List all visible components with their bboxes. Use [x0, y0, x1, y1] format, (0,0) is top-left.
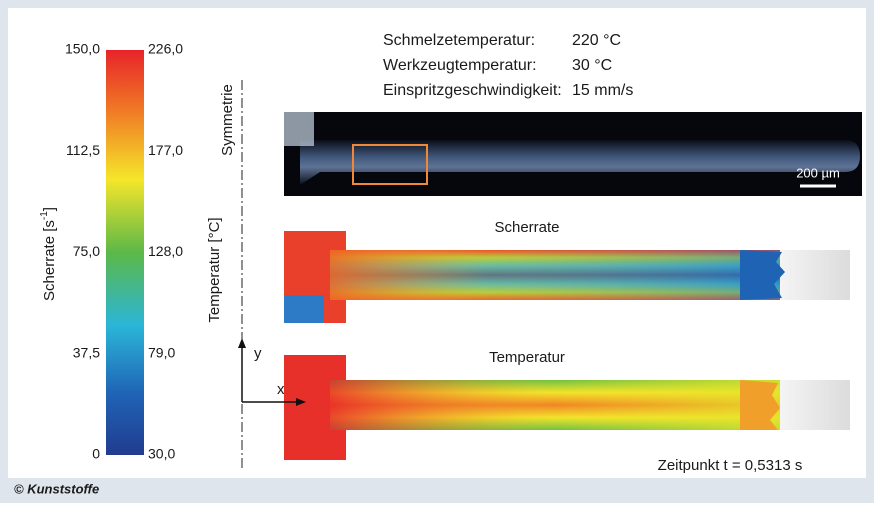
temperature-tick-label: 226,0 [148, 41, 183, 57]
temperature-field-overlay [330, 380, 780, 430]
micrograph-gate [284, 112, 314, 146]
shear-gate-low [284, 295, 324, 323]
unfilled-region [780, 250, 850, 300]
shear-panel-title: Scherrate [494, 219, 559, 236]
shear-axis-title: Scherrate [s-1] [39, 207, 58, 301]
temperature-panel-title: Temperatur [489, 349, 565, 366]
parameter-value: 30 °C [572, 57, 612, 74]
scale-bar-label: 200 µm [796, 165, 840, 180]
temperature-tick-label: 30,0 [148, 446, 175, 462]
temperature-tick-label: 128,0 [148, 243, 183, 259]
parameter-label: Werkzeugtemperatur: [383, 57, 537, 74]
temperature-tick-label: 177,0 [148, 142, 183, 158]
shear-tick-label: 150,0 [65, 41, 100, 57]
figure: 150,0 112,5 75,0 37,5 0 226,0 177,0 128,0 79,0 30… [0, 0, 874, 503]
shear-tick-label: 75,0 [73, 243, 100, 259]
x-axis-label: x [277, 381, 285, 398]
temperature-axis-title: Temperatur [°C] [206, 217, 223, 322]
parameter-label: Schmelzetemperatur: [383, 32, 535, 49]
y-axis-label: y [254, 345, 262, 362]
parameter-value: 220 °C [572, 32, 621, 49]
temperature-tick-label: 79,0 [148, 344, 175, 360]
parameter-value: 15 mm/s [572, 82, 633, 99]
timestamp: Zeitpunkt t = 0,5313 s [658, 457, 803, 474]
shear-tick-label: 37,5 [73, 344, 100, 360]
shear-front [740, 250, 785, 300]
copyright: © Kunststoffe [14, 481, 99, 496]
parameter-label: Einspritzgeschwindigkeit: [383, 82, 562, 99]
unfilled-region [780, 380, 850, 430]
shear-tick-label: 112,5 [66, 142, 100, 158]
shear-tick-label: 0 [92, 446, 100, 462]
colorbar [106, 50, 144, 455]
symmetry-label: Symmetrie [219, 84, 236, 156]
shear-field-overlay [330, 250, 780, 300]
